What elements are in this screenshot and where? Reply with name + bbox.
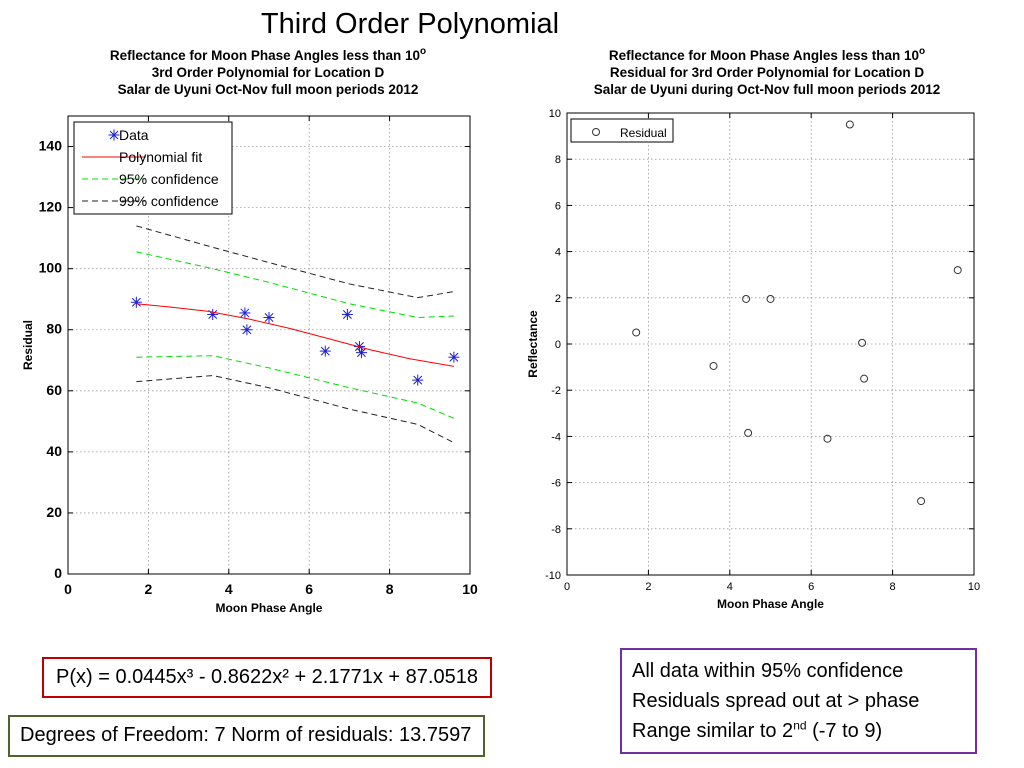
left-x-axis-label: Moon Phase Angle xyxy=(216,601,323,615)
slide-title: Third Order Polynomial xyxy=(260,8,560,40)
right-residual-point xyxy=(766,294,775,303)
left-y-tick-label: 0 xyxy=(54,565,62,581)
left-x-tick-label: 0 xyxy=(64,581,72,597)
left-x-tick-label: 2 xyxy=(145,581,153,597)
right-y-tick-label: -4 xyxy=(551,431,561,443)
right-x-axis-label: Moon Phase Angle xyxy=(717,597,824,611)
right-x-tick-label: 2 xyxy=(645,581,651,593)
degrees-of-freedom-box: Degrees of Freedom: 7 Norm of residuals:… xyxy=(8,715,486,757)
polynomial-fit-chart: Reflectance for Moon Phase Angles less t… xyxy=(0,44,500,624)
left-x-tick-label: 8 xyxy=(386,581,394,597)
right-residual-point xyxy=(744,428,753,437)
left-title-line-3: Salar de Uyuni Oct-Nov full moon periods… xyxy=(118,82,419,97)
right-y-tick-label: -6 xyxy=(551,478,561,490)
note-line-2: Residuals spread out at > phase xyxy=(632,690,920,712)
right-x-tick-label: 10 xyxy=(968,581,980,593)
right-y-tick-label: 8 xyxy=(555,154,561,166)
right-residual-point xyxy=(742,294,751,303)
right-y-axis-label: Reflectance xyxy=(526,310,540,378)
right-y-tick-label: 10 xyxy=(549,108,561,120)
notes-box: All data within 95% confidence Residuals… xyxy=(620,648,977,754)
right-residual-point xyxy=(917,497,926,506)
left-y-tick-label: 20 xyxy=(46,504,62,520)
left-x-tick-label: 6 xyxy=(305,581,313,597)
right-x-tick-label: 0 xyxy=(564,581,570,593)
right-y-tick-label: -10 xyxy=(545,570,561,582)
right-residual-point xyxy=(858,338,867,347)
left-series-polynomial-fit xyxy=(136,303,455,367)
left-y-tick-label: 60 xyxy=(46,382,62,398)
right-title-superscript: o xyxy=(919,46,925,57)
right-residual-point xyxy=(823,434,832,443)
left-y-tick-label: 120 xyxy=(39,199,63,215)
right-legend-symbol-1 xyxy=(592,128,600,136)
right-legend-label-1: Residual xyxy=(620,126,667,140)
left-title-line-2: 3rd Order Polynomial for Location D xyxy=(152,65,385,80)
left-data-point xyxy=(448,351,460,363)
left-x-tick-label: 4 xyxy=(225,581,233,597)
right-x-tick-label: 8 xyxy=(890,581,896,593)
note-line-3-superscript: nd xyxy=(793,718,807,733)
left-title-line-1: Reflectance for Moon Phase Angles less t… xyxy=(110,46,426,63)
right-y-tick-label: -2 xyxy=(551,385,561,397)
right-y-tick-label: -8 xyxy=(551,524,561,536)
right-plot-area xyxy=(567,113,974,575)
left-y-tick-label: 80 xyxy=(46,321,62,337)
note-line-3-range: (-7 to 9) xyxy=(806,720,883,742)
left-data-point xyxy=(239,307,251,319)
left-x-tick-label: 10 xyxy=(462,581,478,597)
left-legend-label-3: 95% confidence xyxy=(119,171,219,187)
degrees-of-freedom-text: Degrees of Freedom: 7 Norm of residuals:… xyxy=(20,724,472,746)
polynomial-fit-chart-svg: Reflectance for Moon Phase Angles less t… xyxy=(21,46,478,615)
right-x-tick-label: 6 xyxy=(808,581,814,593)
left-data-point xyxy=(263,312,275,324)
left-legend-label-2: Polynomial fit xyxy=(119,149,202,165)
left-legend-symbol-1 xyxy=(108,129,120,141)
left-data-point xyxy=(319,345,331,357)
right-y-tick-label: 2 xyxy=(555,293,561,305)
right-residual-point xyxy=(845,120,854,129)
note-line-3: Range similar to 2nd (-7 to 9) xyxy=(632,716,965,746)
left-data-point xyxy=(241,324,253,336)
left-y-tick-label: 140 xyxy=(39,138,63,154)
left-y-tick-label: 100 xyxy=(39,260,63,276)
left-data-point xyxy=(130,296,142,308)
left-axes-box xyxy=(67,115,471,575)
right-residual-point xyxy=(953,266,962,275)
right-residual-point xyxy=(632,328,641,337)
equation-box: P(x) = 0.0445x³ - 0.8622x² + 2.1771x + 8… xyxy=(42,657,492,698)
right-residual-point xyxy=(860,374,869,383)
equation-text: P(x) = 0.0445x³ - 0.8622x² + 2.1771x + 8… xyxy=(56,666,478,688)
right-y-tick-label: 0 xyxy=(555,339,561,351)
left-legend-label-4: 99% confidence xyxy=(119,193,219,209)
left-legend xyxy=(73,121,233,215)
right-title-line-1: Reflectance for Moon Phase Angles less t… xyxy=(609,46,925,63)
note-line-3-text: Range similar to 2 xyxy=(632,720,794,742)
left-y-axis-label: Residual xyxy=(21,320,35,370)
left-title-superscript: o xyxy=(420,46,426,57)
right-title-line-2: Residual for 3rd Order Polynomial for Lo… xyxy=(610,65,925,80)
left-legend-label-1: Data xyxy=(119,127,149,143)
right-residual-point xyxy=(709,361,718,370)
left-data-point xyxy=(355,347,367,359)
left-data-point xyxy=(412,374,424,386)
left-y-tick-label: 40 xyxy=(46,443,62,459)
left-series-99-confidence-lower xyxy=(136,375,455,444)
right-title-line-3: Salar de Uyuni during Oct-Nov full moon … xyxy=(594,82,941,97)
left-series-95-confidence-upper xyxy=(136,251,454,319)
right-y-tick-label: 4 xyxy=(555,247,561,259)
right-legend xyxy=(570,118,674,143)
note-line-1: All data within 95% confidence xyxy=(632,660,904,682)
right-x-tick-label: 4 xyxy=(727,581,733,593)
residual-chart: Reflectance for Moon Phase Angles less t… xyxy=(510,44,1024,624)
right-y-tick-label: 6 xyxy=(555,200,561,212)
residual-chart-svg: Reflectance for Moon Phase Angles less t… xyxy=(526,46,980,611)
left-data-point xyxy=(341,308,353,320)
left-data-point xyxy=(207,308,219,320)
left-series-95-confidence-lower xyxy=(136,355,455,419)
